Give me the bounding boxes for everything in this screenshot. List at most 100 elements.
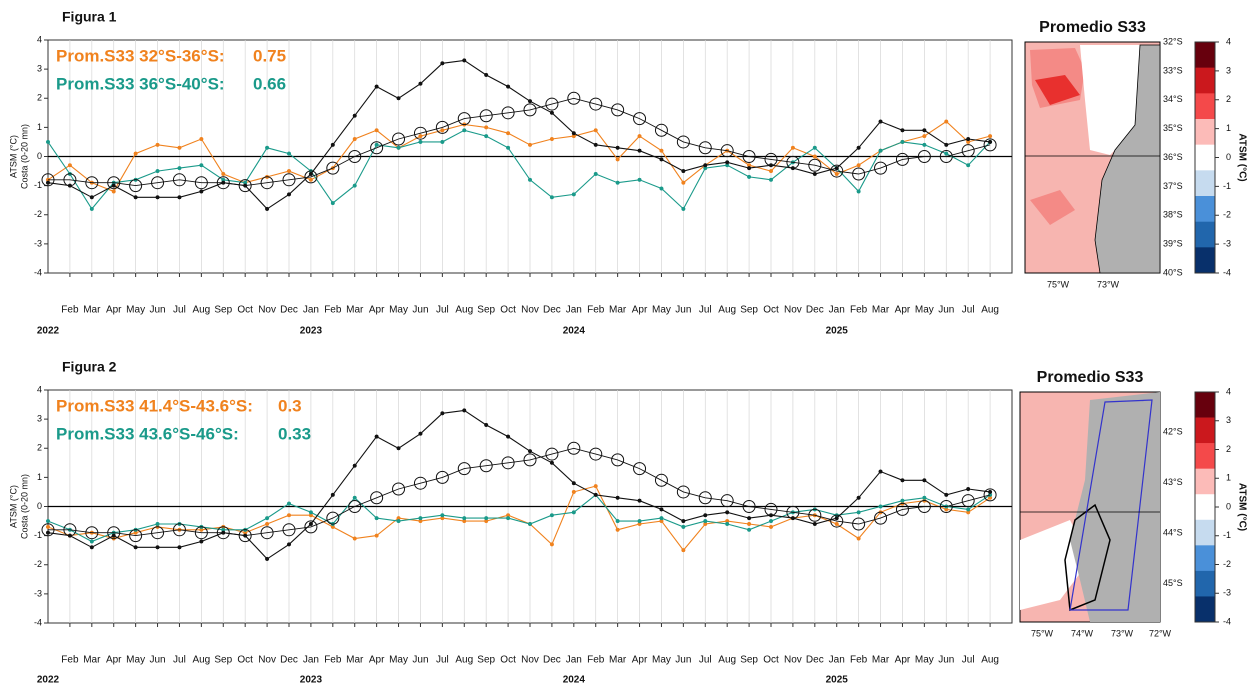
x-tick-label: May bbox=[389, 305, 408, 316]
point bbox=[199, 163, 204, 168]
lat-label: 43°S bbox=[1163, 477, 1183, 487]
lon-label: 74°W bbox=[1071, 628, 1094, 638]
smooth-marker bbox=[633, 462, 647, 476]
point bbox=[155, 195, 160, 200]
colorbar-segment bbox=[1195, 221, 1215, 248]
smooth-marker bbox=[676, 135, 690, 149]
x-tick-label: Jan bbox=[303, 655, 319, 666]
colorbar-tick-label: 2 bbox=[1226, 444, 1231, 454]
smooth-marker bbox=[326, 161, 340, 175]
smooth-marker bbox=[523, 453, 537, 467]
x-tick-label: May bbox=[915, 305, 934, 316]
lat-label: 35°S bbox=[1163, 123, 1183, 133]
point bbox=[922, 134, 927, 139]
point bbox=[812, 521, 817, 527]
point bbox=[944, 492, 949, 497]
x-tick-label: Aug bbox=[192, 655, 210, 666]
colorbar-tick-label: -2 bbox=[1223, 559, 1231, 569]
smooth-marker bbox=[457, 462, 471, 476]
point bbox=[374, 516, 379, 521]
smooth-marker bbox=[939, 500, 953, 513]
colorbar-tick-label: 4 bbox=[1226, 36, 1231, 46]
smooth-marker bbox=[413, 476, 427, 490]
point bbox=[67, 163, 72, 168]
point bbox=[352, 183, 357, 188]
colorbar-tick-label: -1 bbox=[1223, 181, 1231, 191]
smooth-marker bbox=[545, 447, 559, 461]
smooth-marker bbox=[983, 488, 997, 502]
point bbox=[725, 521, 730, 527]
point bbox=[549, 136, 554, 142]
x-tick-label: Nov bbox=[521, 655, 539, 666]
smooth-marker bbox=[567, 441, 581, 455]
smooth-marker bbox=[348, 500, 362, 513]
point bbox=[571, 489, 576, 494]
y-tick-label: 2 bbox=[37, 443, 42, 453]
point bbox=[89, 195, 94, 200]
x-tick-label: Jan bbox=[566, 305, 582, 316]
x-tick-label: Feb bbox=[61, 305, 79, 316]
point bbox=[725, 160, 730, 165]
point bbox=[768, 169, 774, 174]
colorbar-tick-label: 1 bbox=[1226, 123, 1231, 133]
y-tick-label: 3 bbox=[37, 64, 42, 74]
smooth-marker bbox=[545, 97, 559, 111]
x-tick-label: Sep bbox=[477, 655, 495, 666]
x-tick-label: Mar bbox=[872, 305, 890, 316]
point bbox=[462, 58, 467, 63]
point bbox=[484, 134, 489, 139]
smooth-marker bbox=[786, 155, 800, 169]
y-tick-label: -1 bbox=[34, 180, 42, 190]
y-axis-label: ATSM (°C) bbox=[8, 135, 18, 178]
x-tick-label: Nov bbox=[784, 305, 802, 316]
colorbar-segment bbox=[1195, 170, 1215, 197]
x-tick-label: Mar bbox=[609, 305, 627, 316]
y-axis-label-2: Costa (0-20 mn) bbox=[19, 474, 29, 539]
smooth-marker bbox=[917, 150, 931, 163]
point bbox=[659, 516, 664, 521]
x-tick-label: Sep bbox=[477, 305, 495, 316]
point bbox=[265, 556, 270, 561]
point bbox=[571, 510, 576, 515]
smooth-marker bbox=[435, 470, 449, 484]
point bbox=[834, 516, 839, 521]
smooth-marker bbox=[654, 473, 668, 487]
point bbox=[944, 142, 949, 147]
x-tick-label: Oct bbox=[763, 655, 779, 666]
smooth-marker bbox=[874, 161, 888, 175]
x-tick-label: May bbox=[652, 305, 671, 316]
colorbar-tick-label: -1 bbox=[1223, 530, 1231, 540]
x-tick-label: May bbox=[126, 305, 145, 316]
point bbox=[593, 142, 598, 147]
map-title: Promedio S33 bbox=[1039, 19, 1146, 36]
colorbar-segment bbox=[1195, 519, 1215, 546]
y-axis-label-2: Costa (0-20 mn) bbox=[19, 124, 29, 189]
point bbox=[681, 206, 686, 211]
point bbox=[900, 498, 905, 503]
point bbox=[878, 504, 883, 509]
point bbox=[900, 478, 905, 483]
smooth-marker bbox=[764, 502, 778, 516]
point bbox=[286, 501, 292, 506]
point bbox=[462, 408, 467, 413]
x-tick-label: Apr bbox=[106, 655, 122, 666]
point bbox=[89, 539, 94, 544]
legend-label: Prom.S33 41.4°S-43.6°S: bbox=[56, 396, 253, 415]
colorbar-tick-label: -4 bbox=[1223, 616, 1231, 626]
lon-label: 72°W bbox=[1149, 628, 1172, 638]
point bbox=[900, 128, 905, 133]
smooth-marker bbox=[392, 132, 406, 146]
point bbox=[484, 72, 489, 77]
point bbox=[681, 519, 686, 524]
point bbox=[286, 192, 292, 197]
point bbox=[900, 139, 905, 144]
y-tick-label: 4 bbox=[37, 34, 42, 44]
smooth-marker bbox=[567, 91, 581, 105]
point bbox=[878, 148, 883, 153]
point bbox=[834, 171, 839, 177]
colorbar-segment bbox=[1195, 494, 1215, 521]
smooth-marker bbox=[917, 500, 931, 513]
point bbox=[286, 169, 292, 174]
x-tick-label: Feb bbox=[850, 305, 868, 316]
lat-label: 39°S bbox=[1163, 239, 1183, 249]
